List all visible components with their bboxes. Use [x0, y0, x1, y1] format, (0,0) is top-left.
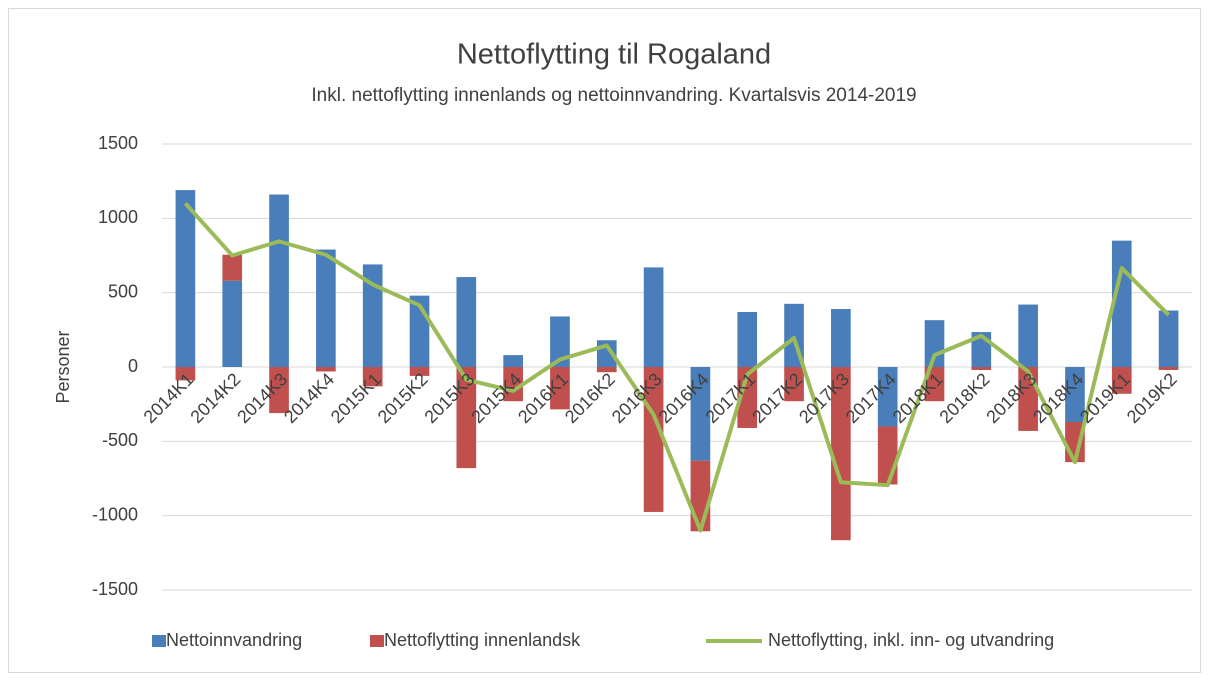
y-tick-label: -1500: [92, 579, 138, 599]
bar: [362, 367, 383, 387]
bar: [924, 367, 945, 402]
bar: [924, 320, 945, 367]
legend-label: Nettoinnvandring: [166, 630, 302, 650]
bar: [269, 367, 289, 414]
bar: [222, 280, 243, 367]
chart-subtitle: Inkl. nettoflytting innenlands og nettoi…: [311, 85, 916, 106]
legend-label: Nettoflytting, inkl. inn- og utvandring: [768, 630, 1054, 650]
bar: [971, 367, 992, 370]
bar: [316, 249, 336, 367]
y-axis-label: Personer: [53, 330, 73, 403]
bar: [1158, 310, 1179, 367]
y-tick-label: 500: [108, 281, 138, 301]
bar: [409, 367, 430, 376]
bar: [1018, 304, 1038, 367]
line: [183, 202, 1171, 533]
legend-swatch: [152, 635, 166, 647]
bar: [737, 367, 758, 428]
bar: [503, 367, 523, 402]
bar: [643, 367, 664, 512]
bar: [690, 367, 711, 461]
bar: [269, 194, 289, 367]
x-tick-label: 2015K1: [327, 369, 385, 427]
bar: [222, 254, 243, 281]
bar: [784, 367, 804, 402]
bar: [503, 355, 523, 367]
bar: [1111, 367, 1132, 394]
chart-title: Nettoflytting til Rogaland: [457, 39, 771, 71]
y-tick-label: -1000: [92, 504, 138, 524]
bar: [877, 426, 898, 485]
y-tick-label: 1500: [98, 133, 138, 153]
bar: [596, 367, 617, 373]
bar: [831, 367, 851, 541]
y-tick-label: 1000: [98, 207, 138, 227]
bar: [456, 367, 477, 469]
x-tick-label: 2014K1: [140, 369, 198, 427]
bar: [737, 311, 758, 367]
legend-label: Nettoflytting innenlandsk: [384, 630, 581, 650]
y-tick-label: -500: [102, 430, 138, 450]
legend-swatch: [370, 635, 384, 647]
bar: [643, 267, 664, 367]
bar: [175, 367, 196, 381]
bar: [1065, 367, 1085, 423]
bar: [550, 316, 570, 367]
bar: [831, 309, 851, 367]
bar: [456, 277, 477, 367]
y-tick-label: 0: [128, 356, 138, 376]
bar: [690, 460, 711, 532]
bar: [550, 367, 570, 410]
bar: [175, 190, 196, 367]
bar: [362, 264, 383, 367]
bar: [316, 367, 336, 372]
bar: [1158, 367, 1179, 370]
bar: [877, 367, 898, 427]
